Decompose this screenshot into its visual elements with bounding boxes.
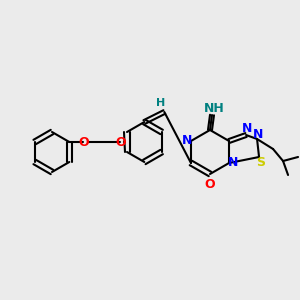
Text: N: N [182, 134, 192, 148]
Text: O: O [78, 136, 88, 148]
Text: O: O [205, 178, 215, 190]
Text: NH: NH [204, 103, 224, 116]
Text: H: H [156, 98, 165, 108]
Text: N: N [253, 128, 263, 140]
Text: N: N [228, 157, 238, 169]
Text: O: O [115, 136, 126, 148]
Text: N: N [242, 122, 252, 136]
Text: S: S [256, 157, 266, 169]
